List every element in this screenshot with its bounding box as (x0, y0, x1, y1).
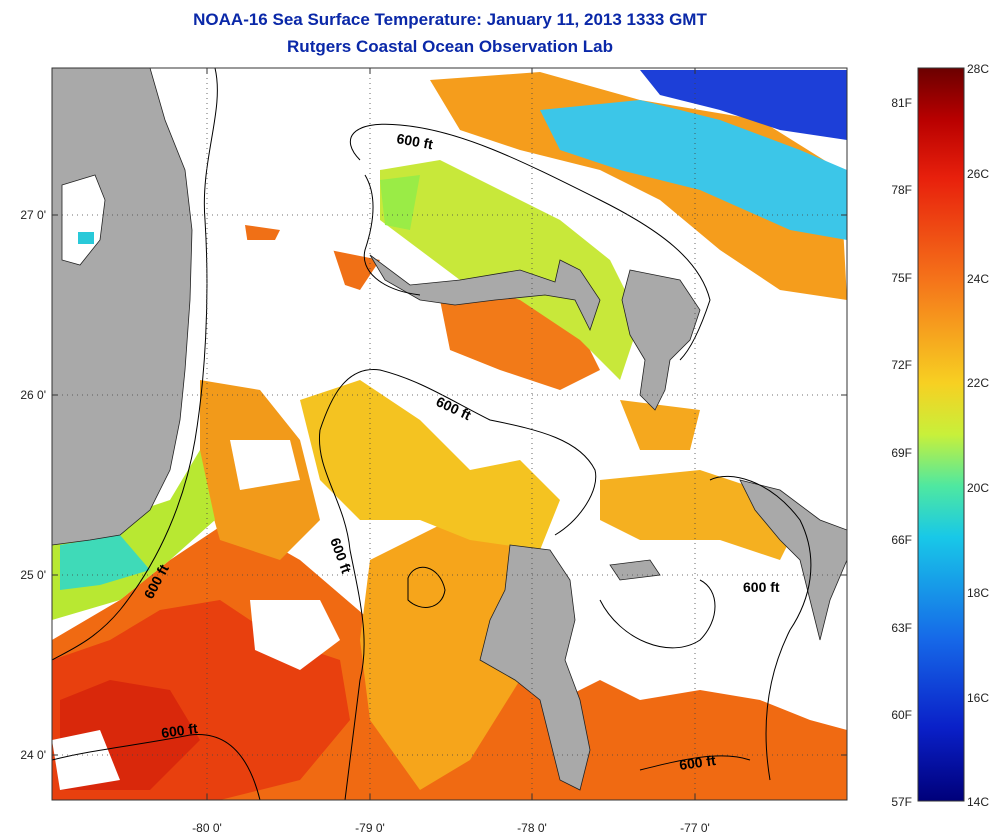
cloud-gap-3 (250, 600, 340, 670)
sst-blue-northeast (640, 70, 847, 140)
colorbar-fahrenheit-labels: 81F 78F 75F 72F 69F 66F 63F 60F 57F (891, 96, 912, 809)
sst-orange-east-small (620, 400, 700, 450)
land-abaco (621, 269, 701, 411)
isobath-lbb-west (363, 174, 421, 296)
colorbar-f-label: 72F (891, 358, 912, 372)
land-grand-bahama (369, 254, 601, 332)
sst-yellow-central (300, 380, 560, 550)
graticule (52, 68, 847, 800)
lon-tick-label: -77 0' (680, 821, 710, 835)
colorbar-celsius-labels: 28C 26C 24C 22C 20C 18C 16C 14C (967, 62, 989, 809)
colorbar-f-label: 78F (891, 183, 912, 197)
colorbar-c-label: 16C (967, 691, 989, 705)
isobath-florida-shelf (52, 68, 218, 661)
colorbar-c-label: 20C (967, 481, 989, 495)
colorbar-c-label: 18C (967, 586, 989, 600)
lat-tick-labels: 27 0' 26 0' 25 0' 24 0' (20, 208, 46, 762)
lon-tick-label: -78 0' (517, 821, 547, 835)
map-frame (51, 67, 848, 801)
sst-map: 600 ft 600 ft 600 ft 600 ft 600 ft 600 f… (52, 68, 847, 800)
colorbar-gradient (917, 67, 965, 802)
isobath-little-bahama-bank (350, 123, 711, 361)
isobath-closed-loop (407, 566, 446, 608)
colorbar-c-label: 14C (967, 795, 989, 809)
axis-ticks (52, 68, 847, 800)
isobath-tongue-of-ocean (599, 579, 716, 649)
cloud-mask (52, 240, 800, 790)
isobath-great-bahama-bank-north (319, 369, 597, 536)
land-andros (479, 544, 591, 791)
lon-tick-label: -79 0' (355, 821, 385, 835)
colorbar-f-label: 60F (891, 708, 912, 722)
lon-tick-label: -80 0' (192, 821, 222, 835)
sst-orange-bahamas-north (440, 290, 600, 390)
cloud-gap-1 (205, 240, 430, 380)
isobath-gbb-west (318, 429, 365, 800)
contour-label: 600 ft (160, 720, 199, 741)
contour-label: 600 ft (395, 130, 434, 152)
colorbar-c-label: 28C (967, 62, 989, 76)
colorbar-f-label: 57F (891, 795, 912, 809)
colorbar-f-label: 63F (891, 621, 912, 635)
colorbar-c-label: 24C (967, 272, 989, 286)
lake-sst-pixel (78, 232, 94, 244)
cloud-gap-2 (600, 560, 800, 690)
isobath-contours (52, 68, 812, 800)
lake-okeechobee (61, 174, 106, 266)
sst-green-patch-north (380, 175, 420, 230)
isobath-south (52, 733, 261, 800)
lat-tick-label: 24 0' (20, 748, 46, 762)
lat-tick-label: 25 0' (20, 568, 46, 582)
lon-tick-labels: -80 0' -79 0' -78 0' -77 0' (192, 821, 710, 835)
isobath-south-east (639, 755, 751, 771)
colorbar-f-label: 81F (891, 96, 912, 110)
contour-label: 600 ft (743, 579, 780, 595)
lat-tick-label: 27 0' (20, 208, 46, 222)
cloud-gap-5 (230, 440, 300, 490)
map-title: NOAA-16 Sea Surface Temperature: January… (193, 10, 707, 29)
contour-label: 600 ft (678, 752, 717, 773)
colorbar-f-label: 75F (891, 271, 912, 285)
land-eleuthera (739, 479, 847, 641)
sst-cyan-keys (60, 535, 150, 590)
colorbar-c-label: 22C (967, 376, 989, 390)
cloud-gap-4 (52, 730, 120, 790)
isobath-eleuthera (709, 475, 812, 781)
colorbar-f-label: 66F (891, 533, 912, 547)
colorbar: 81F 78F 75F 72F 69F 66F 63F 60F 57F 28C … (891, 62, 989, 809)
lat-tick-label: 26 0' (20, 388, 46, 402)
map-subtitle: Rutgers Coastal Ocean Observation Lab (287, 37, 613, 56)
sst-cyan-northeast (540, 100, 847, 240)
colorbar-c-label: 26C (967, 167, 989, 181)
colorbar-f-label: 69F (891, 446, 912, 460)
sst-yellowgreen-bahama-bank (380, 160, 640, 380)
